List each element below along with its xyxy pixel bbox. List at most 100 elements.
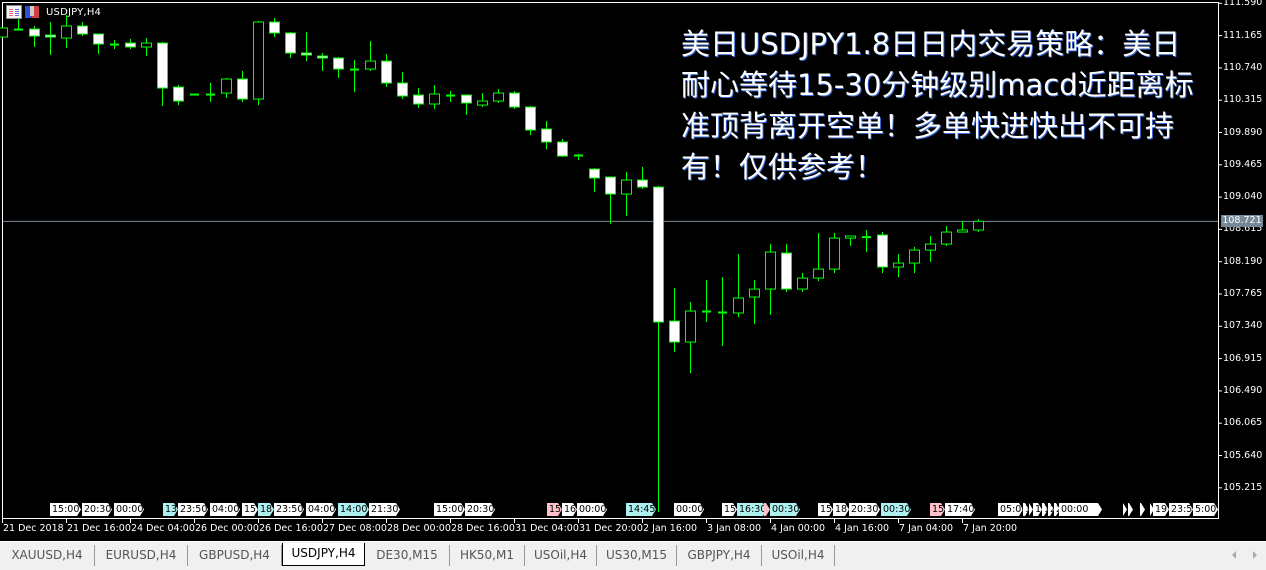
event-marker[interactable]: 23:50: [1171, 504, 1193, 515]
event-marker[interactable]: [764, 503, 770, 516]
event-marker[interactable]: 15:: [820, 504, 833, 515]
candle-bear: [557, 141, 568, 157]
tab-eurusd-h4[interactable]: EURUSD,H4: [95, 545, 188, 566]
candle-bear: [317, 55, 328, 59]
tab-de30-m15[interactable]: DE30,M15: [365, 545, 450, 566]
candle-bear: [173, 86, 184, 102]
event-marker[interactable]: 17:40: [947, 504, 975, 515]
chart-symbol-label: USDJPY,H4: [46, 6, 102, 18]
time-tick-label: 21 Dec 2018: [3, 523, 64, 534]
event-marker[interactable]: 21:30: [371, 504, 399, 515]
event-marker[interactable]: 20:30: [851, 504, 879, 515]
price-tick-label: 109.465: [1223, 158, 1263, 170]
price-tick-label: 111.165: [1223, 29, 1263, 41]
event-marker[interactable]: [1128, 503, 1133, 516]
time-tick-label: 28 Dec 00:00: [387, 523, 451, 534]
event-marker[interactable]: 04:00: [308, 504, 336, 515]
event-marker[interactable]: 14:45: [628, 504, 656, 515]
tab-xauusd-h4[interactable]: XAUUSD,H4: [0, 545, 95, 566]
time-tick-label: 7 Jan 04:00: [899, 523, 954, 534]
event-marker[interactable]: 13:: [165, 504, 178, 515]
event-marker[interactable]: [1123, 503, 1127, 516]
price-tick-label: 108.615: [1223, 223, 1263, 235]
chart-tab-bar: XAUUSD,H4 EURUSD,H4 GBPUSD,H4 USDJPY,H4 DE30…: [0, 541, 1266, 570]
candle-bull: [221, 78, 232, 94]
overlay-line: 准顶背离开空单！多单快进快出不可持: [681, 109, 1175, 143]
time-tick-label: 4 Jan 00:00: [771, 523, 826, 534]
price-tick-label: 108.190: [1223, 255, 1263, 267]
candle-bear: [269, 21, 280, 34]
tab-usoil-h4[interactable]: USOil,H4: [762, 545, 835, 566]
time-tick-label: 3 Jan 08:00: [707, 523, 762, 534]
candle-bear: [781, 252, 792, 290]
chart-frame: [2, 2, 1219, 519]
price-chart[interactable]: [0, 0, 1266, 541]
candle-bull: [797, 277, 808, 290]
tab-gbpusd-h4[interactable]: GBPUSD,H4: [188, 545, 282, 566]
event-marker[interactable]: 15:: [549, 504, 562, 515]
candle-bull: [477, 100, 488, 106]
event-marker[interactable]: 05:00: [1000, 504, 1022, 515]
tab-usoil-h4[interactable]: USOil,H4: [525, 545, 597, 566]
overlay-line: 有！仅供参考！: [681, 150, 885, 184]
candle-bear: [653, 186, 664, 323]
event-marker[interactable]: 15:: [244, 504, 258, 515]
event-marker[interactable]: 15:: [932, 504, 945, 515]
event-marker[interactable]: 15:00: [436, 504, 464, 515]
event-marker[interactable]: 16:: [564, 504, 577, 515]
candle-bear: [605, 176, 616, 195]
event-marker[interactable]: 20:30: [84, 504, 112, 515]
event-marker[interactable]: 00:00: [116, 504, 144, 515]
scroll-left-icon[interactable]: [1232, 551, 1236, 559]
event-marker[interactable]: 00:00: [676, 504, 704, 515]
event-marker[interactable]: 18:: [260, 504, 274, 515]
candle-bull: [685, 310, 696, 343]
tab-gbpjpy-h4[interactable]: GBPJPY,H4: [677, 545, 762, 566]
price-tick-label: 106.915: [1223, 352, 1263, 364]
time-tick-label: 7 Jan 20:00: [963, 523, 1018, 534]
event-marker[interactable]: 19:0: [1155, 504, 1168, 515]
price-tick-label: 107.765: [1223, 288, 1263, 299]
event-marker[interactable]: 00:00: [579, 504, 607, 515]
candle-bear: [45, 34, 56, 38]
event-marker[interactable]: 04:00: [212, 504, 240, 515]
tab-us30-m15[interactable]: US30,M15: [597, 545, 677, 566]
event-marker[interactable]: 2: [1050, 504, 1054, 515]
event-marker[interactable]: 15: [1035, 504, 1042, 515]
candle-bull: [813, 268, 824, 279]
event-marker[interactable]: 00:30: [883, 504, 911, 515]
event-marker[interactable]: 2:: [1056, 504, 1060, 515]
candle-bear: [525, 106, 536, 131]
candle-bull: [141, 42, 152, 48]
event-marker[interactable]: 16:30: [739, 504, 767, 515]
event-marker[interactable]: 00:30: [772, 504, 800, 515]
time-tick-label: 4 Jan 16:00: [835, 523, 890, 534]
expert-advisor-icon[interactable]: [25, 6, 39, 18]
event-marker[interactable]: [1140, 503, 1145, 516]
tab-hk50-m1[interactable]: HK50,M1: [450, 545, 525, 566]
event-marker[interactable]: 14:00: [340, 504, 368, 515]
event-marker[interactable]: 23:50: [276, 504, 304, 515]
candle-bull: [941, 231, 952, 245]
event-marker[interactable]: 1:: [1025, 504, 1029, 515]
event-marker[interactable]: 00:00: [1059, 503, 1102, 516]
price-tick-label: 110.740: [1223, 61, 1263, 73]
event-marker[interactable]: [1150, 503, 1154, 516]
event-marker[interactable]: :: [1029, 503, 1033, 516]
event-marker[interactable]: 15:00: [52, 504, 80, 515]
event-marker[interactable]: 23:50: [180, 504, 208, 515]
candle-bull: [365, 60, 376, 70]
scroll-right-icon[interactable]: [1253, 551, 1257, 559]
event-marker[interactable]: 20:30: [467, 504, 495, 515]
tab-usdjpy-h4[interactable]: USDJPY,H4: [282, 543, 365, 566]
event-marker[interactable]: 1: [1044, 504, 1048, 515]
event-marker[interactable]: 5:00: [1195, 504, 1217, 515]
chart-window-icon[interactable]: [6, 5, 22, 19]
candle-bull: [893, 262, 904, 268]
candle-bull: [973, 220, 984, 231]
event-marker[interactable]: 15:: [724, 504, 737, 515]
candle-bear: [541, 128, 552, 143]
candle-bear: [413, 94, 424, 105]
event-marker[interactable]: 18:: [835, 504, 849, 515]
candle-bear: [637, 179, 648, 188]
